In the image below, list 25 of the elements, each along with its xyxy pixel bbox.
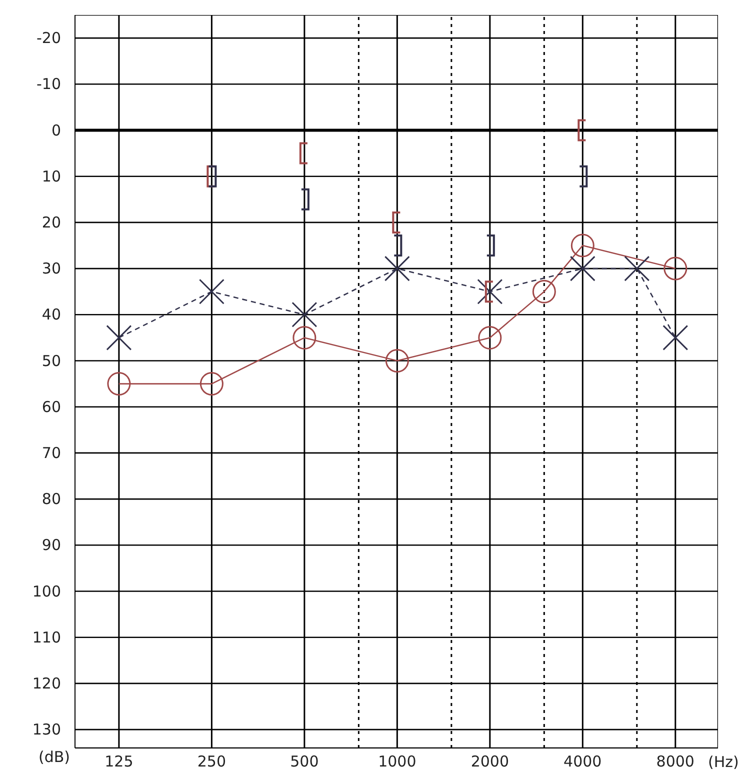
y-axis-title: (dB) <box>37 748 70 766</box>
x-tick-label: 2000 <box>470 752 510 771</box>
x-tick-label: 8000 <box>656 752 694 771</box>
x-tick-label: 4000 <box>564 752 602 771</box>
x-tick-label: 250 <box>197 752 226 771</box>
y-tick-label: 60 <box>42 398 61 416</box>
x-tick-label: 1000 <box>378 752 416 771</box>
x-tick-label: 125 <box>104 752 134 771</box>
y-tick-label: 20 <box>42 213 61 232</box>
y-tick-label: -20 <box>36 29 61 48</box>
y-tick-label: 110 <box>32 628 61 646</box>
y-tick-label: 120 <box>32 674 61 692</box>
y-tick-label: 100 <box>32 582 61 600</box>
y-tick-label: 70 <box>42 444 61 462</box>
y-tick-label: 90 <box>42 536 61 554</box>
y-tick-label: 50 <box>42 352 61 370</box>
y-tick-label: 80 <box>42 490 61 508</box>
y-tick-label: 10 <box>42 167 61 186</box>
y-tick-label: 30 <box>42 260 61 278</box>
x-tick-label: 500 <box>290 752 319 771</box>
y-tick-label: 40 <box>42 306 61 324</box>
y-tick-label: 130 <box>32 720 61 739</box>
x-axis-title: (Hz) <box>708 753 739 771</box>
y-tick-label: 0 <box>51 121 61 140</box>
y-tick-label: -10 <box>36 75 61 94</box>
